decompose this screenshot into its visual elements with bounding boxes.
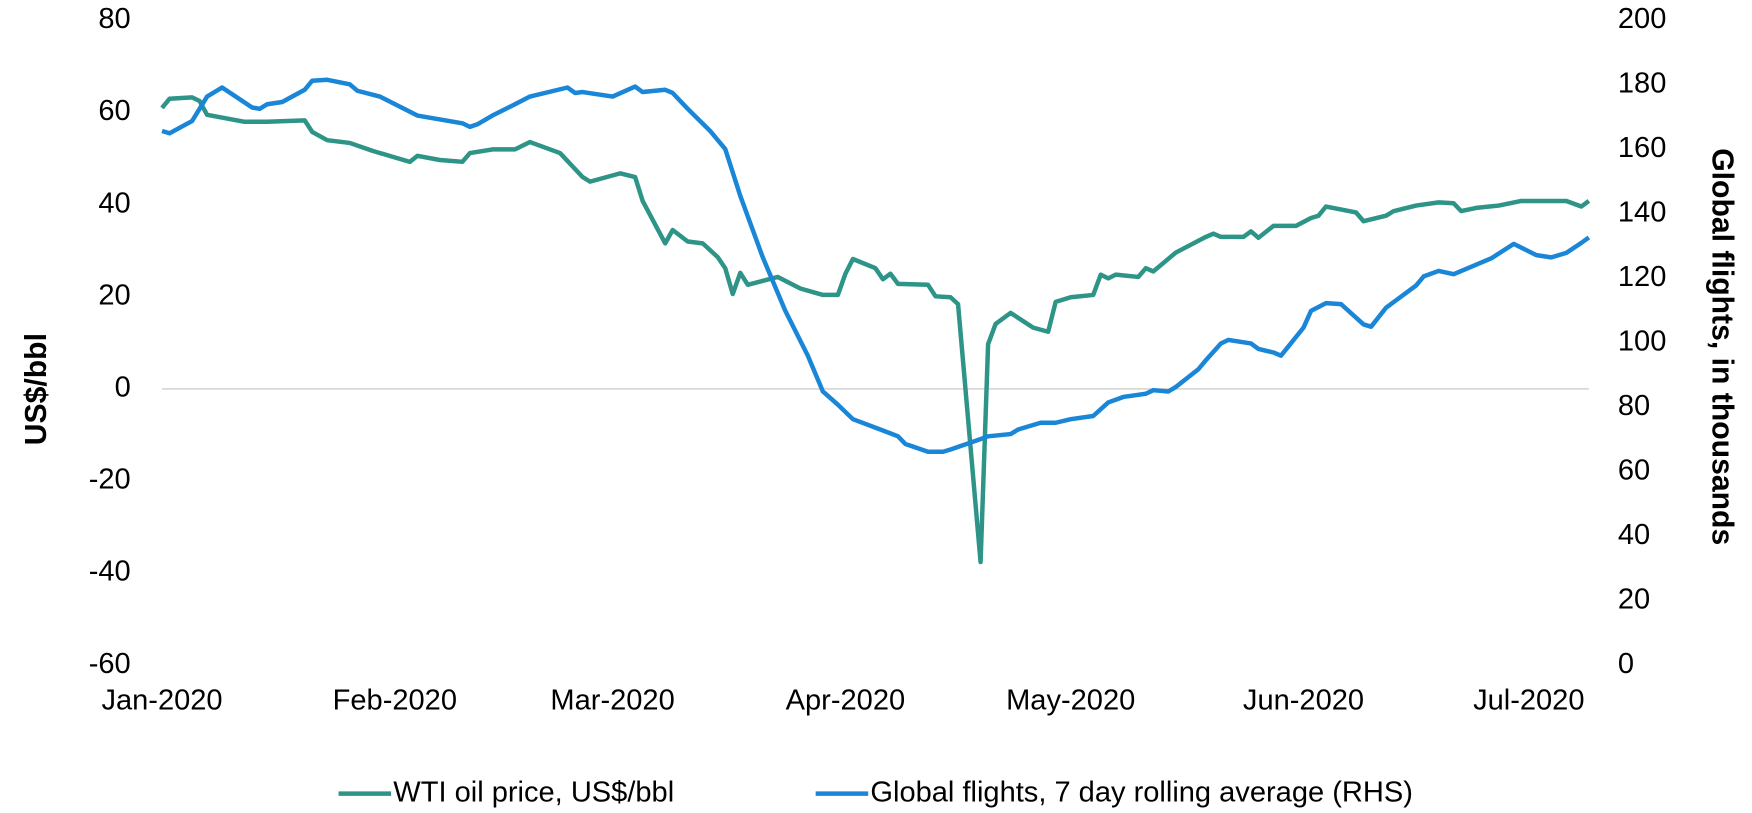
y2-tick-label: 0 bbox=[1618, 648, 1634, 680]
x-tick-label: Jun-2020 bbox=[1243, 685, 1364, 717]
y2-tick-label: 120 bbox=[1618, 261, 1666, 293]
y-tick-label: 0 bbox=[115, 372, 131, 404]
series-line bbox=[161, 77, 1591, 454]
legend-label: WTI oil price, US$/bbl bbox=[393, 776, 674, 808]
x-tick-label: Feb-2020 bbox=[333, 685, 457, 717]
y2-tick-label: 160 bbox=[1618, 132, 1666, 164]
y-tick-label: 60 bbox=[98, 95, 130, 127]
x-tick-label: May-2020 bbox=[1006, 685, 1135, 717]
y-tick-label: -60 bbox=[89, 648, 131, 680]
legend-label: Global flights, 7 day rolling average (R… bbox=[870, 776, 1412, 808]
y2-tick-label: 140 bbox=[1618, 197, 1666, 229]
y2-tick-label: 200 bbox=[1618, 3, 1666, 35]
x-tick-label: Jan-2020 bbox=[101, 685, 222, 717]
y-axis-title: US$/bbl bbox=[20, 333, 53, 445]
y2-tick-label: 100 bbox=[1618, 325, 1666, 357]
x-tick-label: Apr-2020 bbox=[786, 685, 906, 717]
y-tick-label: -20 bbox=[89, 464, 131, 496]
series-line bbox=[160, 95, 1591, 565]
y-tick-label: -40 bbox=[89, 556, 131, 588]
x-tick-label: Mar-2020 bbox=[550, 685, 674, 717]
x-tick-label: Jul-2020 bbox=[1473, 685, 1584, 717]
y2-tick-label: 20 bbox=[1618, 583, 1650, 615]
y-tick-label: 20 bbox=[98, 279, 130, 311]
y2-tick-label: 80 bbox=[1618, 390, 1650, 422]
y2-tick-label: 180 bbox=[1618, 68, 1666, 100]
y2-tick-label: 60 bbox=[1618, 454, 1650, 486]
y2-axis-title: Global flights, in thousands bbox=[1706, 148, 1739, 545]
y-tick-label: 40 bbox=[98, 187, 130, 219]
y2-tick-label: 40 bbox=[1618, 519, 1650, 551]
y-tick-label: 80 bbox=[98, 3, 130, 35]
